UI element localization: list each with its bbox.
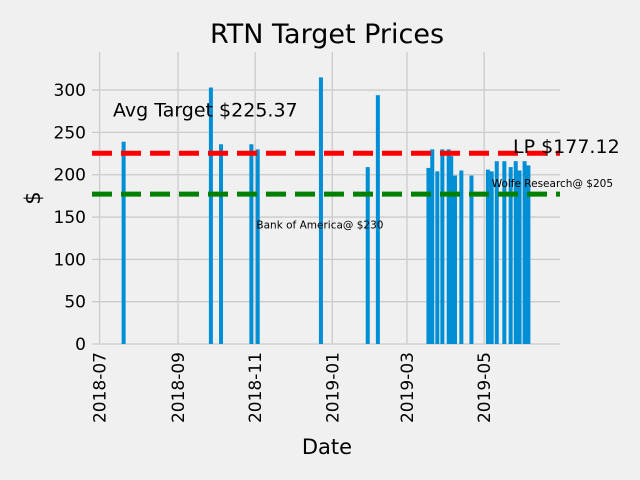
plot-area (92, 52, 560, 344)
bar (526, 165, 531, 344)
bar (435, 171, 440, 344)
bar (426, 167, 431, 344)
y-axis-label: $ (21, 191, 45, 204)
bar (249, 144, 254, 344)
bar (494, 161, 499, 344)
bar (365, 167, 370, 344)
chart-title: RTN Target Prices (210, 19, 444, 50)
bar (459, 170, 464, 344)
bar (449, 156, 454, 344)
bar (440, 149, 445, 344)
bar (513, 161, 518, 344)
y-tick-label: 0 (75, 335, 86, 355)
bar (522, 161, 527, 344)
bar (208, 87, 213, 345)
bar (508, 167, 513, 344)
x-axis-ticks: 2018-07 2018-09 2018-11 2019-01 2019-03 2019-… (91, 352, 496, 423)
last-price-label: LP $177.12 (513, 136, 620, 158)
y-tick-label: 100 (54, 250, 86, 270)
avg-target-label: Avg Target $225.37 (113, 99, 298, 121)
bar (469, 175, 474, 344)
grid-lines (92, 52, 560, 345)
bar (489, 171, 494, 344)
bar (485, 169, 490, 344)
annotations: Bank of America@ $230 Wolfe Research@ $20… (256, 178, 613, 231)
bar (219, 144, 224, 344)
bar (430, 149, 435, 344)
y-tick-label: 250 (54, 123, 86, 143)
x-tick-label: 2018-09 (169, 352, 189, 423)
reference-lines: Avg Target $225.37 LP $177.12 (92, 99, 620, 197)
x-tick-label: 2018-11 (246, 352, 266, 423)
x-tick-label: 2019-05 (475, 352, 495, 423)
bar (255, 149, 260, 344)
bar (517, 170, 522, 344)
y-tick-label: 200 (54, 166, 86, 186)
bar (318, 77, 323, 345)
bar (121, 141, 126, 344)
bar (502, 161, 507, 344)
bar (446, 149, 451, 344)
broker-annotation: Bank of America@ $230 (256, 220, 383, 232)
y-tick-label: 50 (64, 293, 86, 313)
x-tick-label: 2019-01 (323, 352, 343, 423)
bar (453, 175, 458, 344)
x-tick-label: 2018-07 (91, 352, 111, 423)
y-tick-label: 300 (54, 81, 86, 101)
bar-series (121, 77, 531, 345)
y-tick-label: 150 (54, 208, 86, 228)
y-axis-ticks: 0 50 100 150 200 250 300 (54, 81, 86, 355)
broker-annotation: Wolfe Research@ $205 (492, 178, 613, 190)
bar (375, 95, 380, 344)
x-axis-label: Date (302, 435, 352, 459)
x-tick-label: 2019-03 (398, 352, 418, 423)
